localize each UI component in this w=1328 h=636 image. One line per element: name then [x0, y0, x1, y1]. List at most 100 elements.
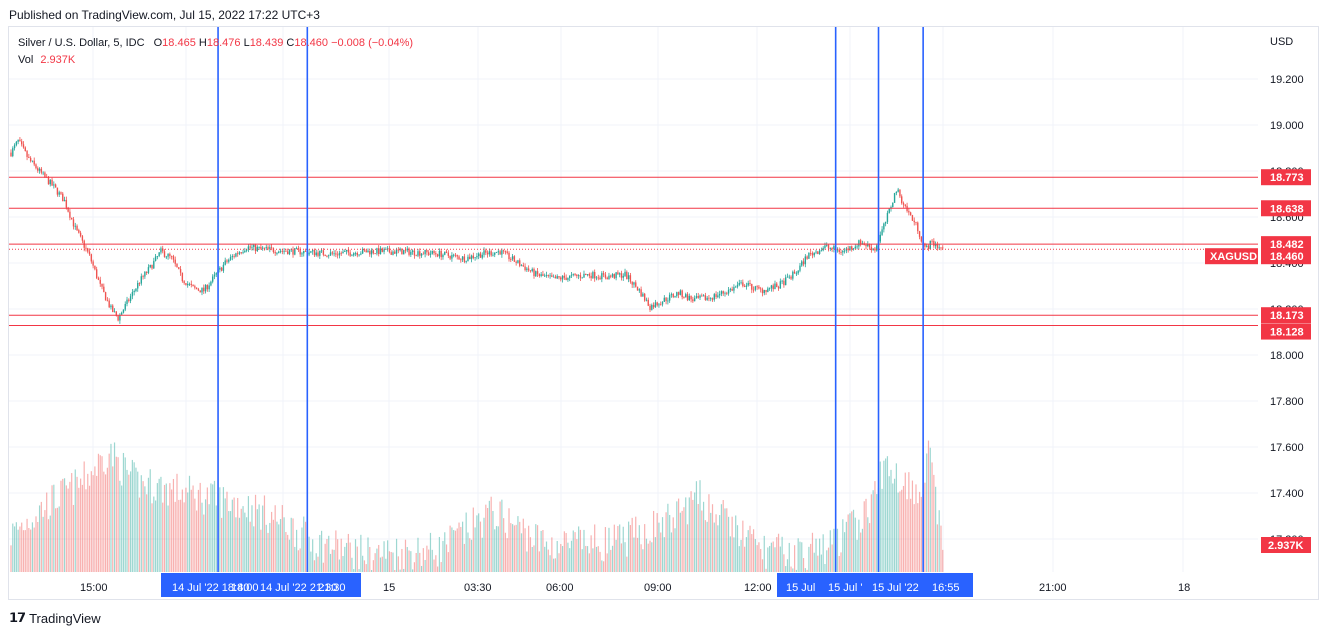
volume-bar: [870, 494, 872, 572]
volume-bar: [81, 484, 83, 572]
candle-body: [365, 250, 367, 253]
volume-bar: [524, 528, 526, 572]
candle-body: [286, 251, 289, 255]
volume-bar: [826, 550, 828, 572]
volume-bar: [838, 556, 840, 572]
volume-bar: [847, 514, 849, 572]
y-tick-label: 17.400: [1270, 488, 1304, 500]
volume-bar: [387, 540, 389, 572]
candle-body: [403, 250, 405, 255]
volume-bar: [317, 556, 319, 572]
x-range-highlight: [777, 573, 973, 597]
volume-bar: [437, 566, 439, 572]
candle-body: [40, 168, 43, 173]
candle-body: [160, 248, 162, 253]
candle-body: [708, 297, 710, 299]
volume-bar: [308, 536, 310, 572]
volume-bar: [178, 499, 180, 572]
candle-body: [547, 275, 549, 276]
volume-bar: [97, 453, 100, 572]
volume-bar: [22, 530, 25, 572]
volume-bar: [729, 536, 731, 572]
candle-body: [761, 289, 764, 294]
volume-bar: [792, 568, 794, 572]
candle-body: [397, 249, 400, 251]
volume-bar: [899, 491, 901, 572]
volume-bar: [403, 568, 405, 572]
candle-body: [194, 286, 196, 288]
volume-bar: [704, 520, 706, 572]
volume-bar: [395, 538, 398, 572]
candle-body: [494, 252, 496, 255]
candle-body: [354, 253, 357, 254]
candle-body: [599, 277, 601, 280]
last-price-box: [1261, 248, 1311, 265]
candle-body: [53, 184, 55, 186]
candle-body: [710, 298, 712, 300]
volume-bar: [692, 499, 694, 572]
candle-body: [208, 285, 210, 290]
candle-body: [62, 193, 64, 202]
candle-body: [33, 160, 35, 165]
volume-bar: [31, 522, 34, 572]
candle-body: [395, 249, 398, 254]
footer-brand[interactable]: 𝟭𝟳 TradingView: [9, 610, 101, 626]
candle-body: [124, 304, 126, 310]
volume-bar: [783, 554, 785, 572]
x-tick-label: 18: [1178, 582, 1190, 594]
candle-body: [24, 147, 26, 152]
volume-bar: [708, 494, 710, 572]
volume-bar: [370, 570, 373, 572]
volume-bar: [517, 516, 519, 572]
candle-body: [485, 250, 487, 253]
candle-body: [917, 222, 919, 232]
volume-bar: [588, 553, 590, 572]
candle-body: [847, 248, 849, 251]
candle-body: [552, 276, 555, 278]
volume-bar: [119, 480, 121, 572]
candle-body: [506, 251, 508, 253]
volume-bar: [601, 560, 603, 572]
candle-body: [579, 275, 582, 278]
candle-body: [285, 250, 287, 252]
volume-bar: [777, 533, 780, 572]
candle-body: [942, 247, 944, 249]
candle-body: [586, 274, 589, 275]
volume-bar: [17, 529, 19, 572]
candle-body: [756, 286, 758, 288]
volume-bar: [472, 507, 474, 572]
volume-bar: [863, 501, 865, 572]
candle-body: [640, 289, 642, 297]
candle-body: [263, 247, 266, 249]
volume-bar: [262, 505, 264, 572]
volume-bar: [287, 534, 289, 572]
legend-volume-row: Vol 2.937K: [18, 52, 413, 69]
candle-body: [508, 252, 510, 260]
volume-bar: [135, 467, 137, 572]
volume-bar: [890, 469, 892, 572]
volume-bar: [278, 524, 280, 572]
candle-body: [185, 283, 187, 286]
volume-bar: [87, 473, 89, 572]
candle-body: [569, 275, 571, 279]
candle-body: [661, 301, 664, 305]
volume-bar: [154, 500, 157, 572]
volume-bar: [326, 539, 328, 572]
candle-body: [431, 250, 433, 254]
candle-body: [97, 278, 100, 280]
volume-bar: [885, 458, 887, 572]
volume-bar: [645, 538, 648, 572]
candle-body: [88, 251, 91, 255]
candle-body: [376, 248, 378, 254]
candle-body: [404, 250, 407, 252]
candle-body: [133, 291, 135, 293]
volume-bar: [677, 498, 680, 572]
volume-bar: [163, 484, 166, 572]
candle-body: [335, 253, 337, 255]
candle-body: [717, 295, 719, 297]
volume-bar: [660, 532, 662, 572]
candle-body: [154, 256, 157, 261]
x-range-highlight: [161, 573, 361, 597]
candle-body: [522, 265, 524, 267]
